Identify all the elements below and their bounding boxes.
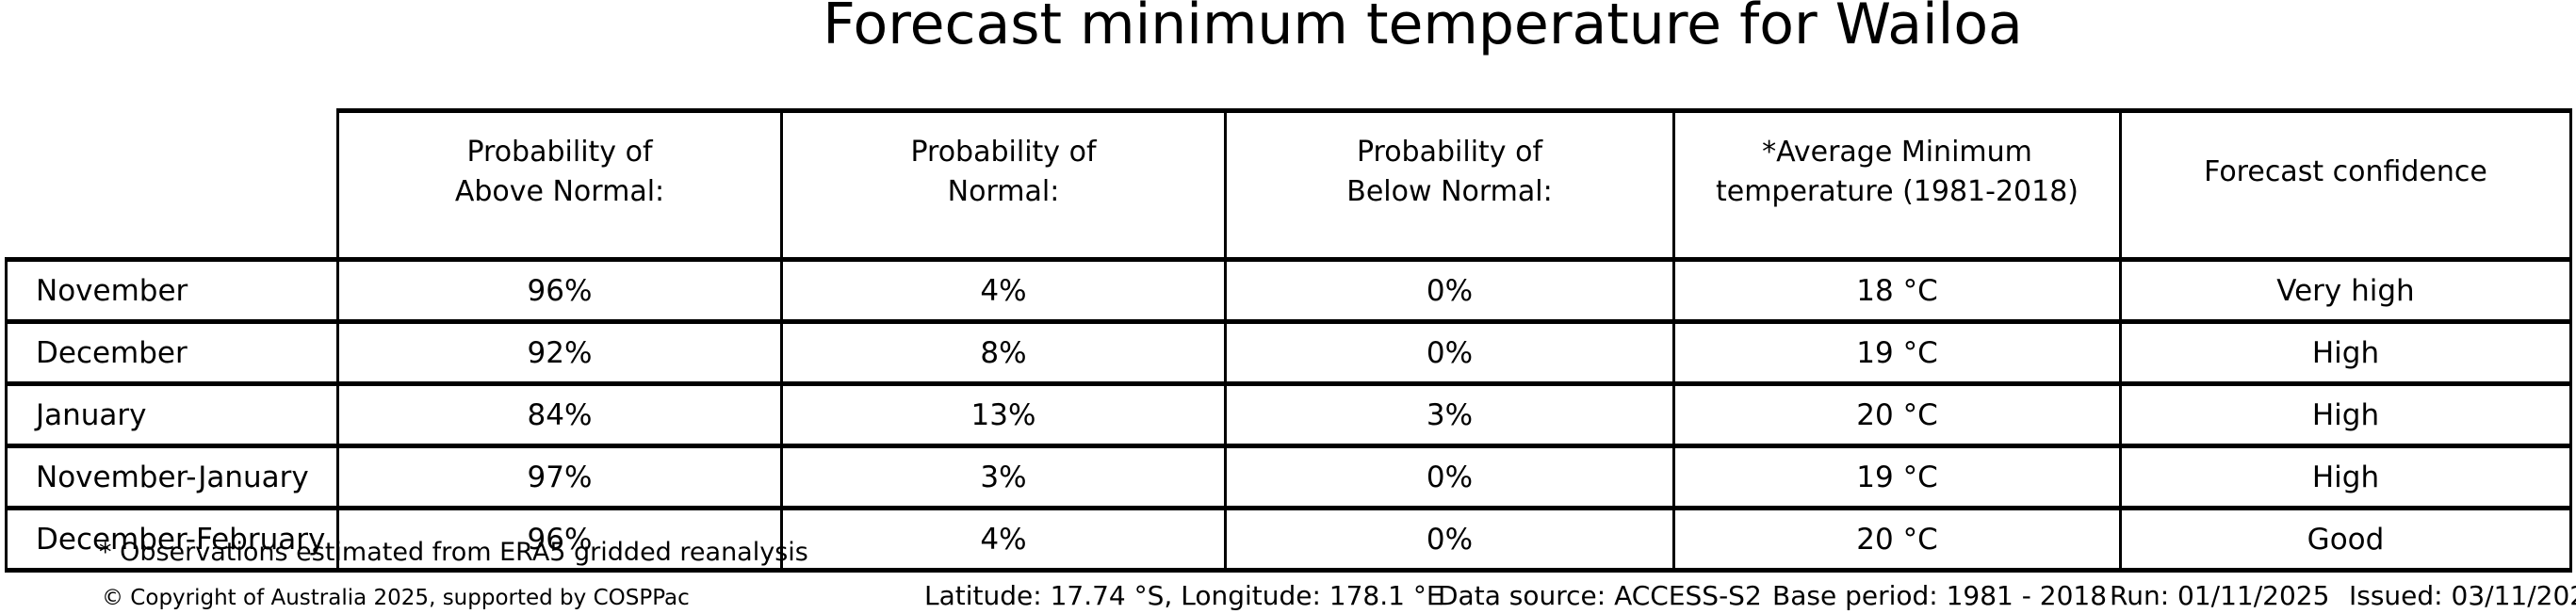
run-date-text: Run: 01/11/2025 [2110, 580, 2330, 611]
cell-below-normal: 0% [1224, 444, 1675, 510]
cell-below-normal: 0% [1224, 319, 1675, 386]
era5-footnote: * Observations estimated from ERA5 gridd… [99, 538, 808, 567]
lat-long-text: Latitude: 17.74 °S, Longitude: 178.1 °E [924, 580, 1443, 611]
column-header-normal: Probability of Normal: [780, 108, 1227, 262]
cell-normal: 4% [780, 257, 1227, 324]
table-row-november: November 96% 4% 0% 18 °C Very high [5, 257, 2572, 324]
copyright-text: © Copyright of Australia 2025, supported… [102, 586, 690, 610]
cell-average-minimum: 19 °C [1672, 319, 2122, 386]
page-title: Forecast minimum temperature for Wailoa [823, 0, 2023, 57]
row-label: December-February [5, 506, 339, 573]
cell-below-normal: 0% [1224, 257, 1675, 324]
cell-normal: 13% [780, 381, 1227, 448]
cell-average-minimum: 19 °C [1672, 444, 2122, 510]
cell-confidence: Very high [2119, 257, 2572, 324]
table-row-november-january: November-January 97% 3% 0% 19 °C High [5, 444, 2572, 510]
cell-above-normal: 92% [336, 319, 783, 386]
table-row-december: December 92% 8% 0% 19 °C High [5, 319, 2572, 386]
row-label: December [5, 319, 339, 386]
cell-confidence: Good [2119, 506, 2572, 573]
cell-confidence: High [2119, 444, 2572, 510]
cell-above-normal: 84% [336, 381, 783, 448]
base-period-text: Base period: 1981 - 2018 [1772, 580, 2108, 611]
column-header-below-normal: Probability of Below Normal: [1224, 108, 1675, 262]
table-header-row: Probability of Above Normal: Probability… [7, 108, 2572, 262]
cell-normal: 3% [780, 444, 1227, 510]
cell-normal: 4% [780, 506, 1227, 573]
column-header-forecast-confidence: Forecast confidence [2119, 108, 2572, 262]
cell-below-normal: 3% [1224, 381, 1675, 448]
cell-above-normal: 96% [336, 257, 783, 324]
cell-confidence: High [2119, 319, 2572, 386]
cell-average-minimum: 18 °C [1672, 257, 2122, 324]
cell-average-minimum: 20 °C [1672, 381, 2122, 448]
cell-above-normal: 97% [336, 444, 783, 510]
row-label: January [5, 381, 339, 448]
table-corner-cell [7, 111, 338, 260]
data-source-text: Data source: ACCESS-S2 [1438, 580, 1762, 611]
issued-date-text: Issued: 03/11/2025 [2349, 580, 2576, 611]
row-label: November-January [5, 444, 339, 510]
row-label: November [5, 257, 339, 324]
column-header-above-normal: Probability of Above Normal: [336, 108, 783, 262]
table-row-january: January 84% 13% 3% 20 °C High [5, 381, 2572, 448]
cell-normal: 8% [780, 319, 1227, 386]
forecast-table: Probability of Above Normal: Probability… [5, 108, 2572, 573]
cell-below-normal: 0% [1224, 506, 1675, 573]
table-row-december-february: December-February 96% 4% 0% 20 °C Good [5, 506, 2572, 573]
cell-average-minimum: 20 °C [1672, 506, 2122, 573]
column-header-average-minimum: *Average Minimum temperature (1981-2018) [1672, 108, 2122, 262]
cell-confidence: High [2119, 381, 2572, 448]
cell-above-normal: 96% [336, 506, 783, 573]
